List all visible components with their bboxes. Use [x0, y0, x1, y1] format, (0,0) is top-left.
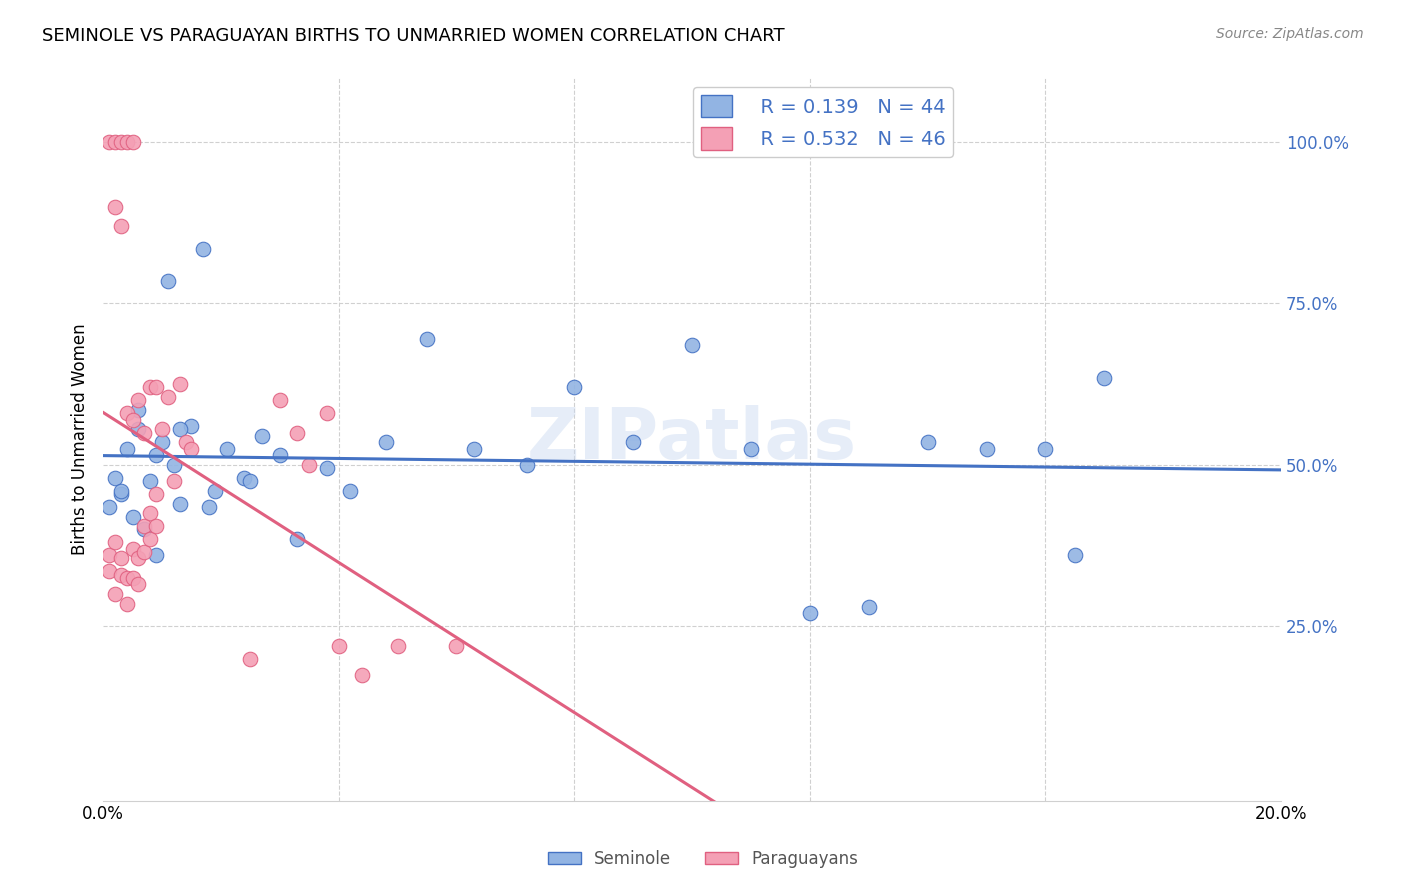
Point [127, 403, 149, 417]
Point [328, 639, 350, 653]
Point [169, 497, 191, 511]
Point [339, 483, 361, 498]
Legend: Seminole, Paraguayans: Seminole, Paraguayans [541, 844, 865, 875]
Point [169, 422, 191, 436]
Point [150, 435, 173, 450]
Point [239, 651, 262, 665]
Point [115, 597, 138, 611]
Point [127, 551, 149, 566]
Point [121, 135, 143, 149]
Point [145, 448, 167, 462]
Point [621, 435, 644, 450]
Point [681, 338, 703, 352]
Point [115, 442, 138, 456]
Point [110, 483, 132, 498]
Point [110, 567, 132, 582]
Point [156, 390, 179, 404]
Point [1092, 370, 1115, 384]
Point [156, 274, 179, 288]
Point [976, 442, 998, 456]
Point [121, 541, 143, 556]
Point [416, 332, 439, 346]
Point [163, 474, 186, 488]
Point [110, 219, 132, 233]
Text: ZIPatlas: ZIPatlas [527, 405, 858, 474]
Legend:   R = 0.139   N = 44,   R = 0.532   N = 46: R = 0.139 N = 44, R = 0.532 N = 46 [693, 87, 953, 157]
Text: Source: ZipAtlas.com: Source: ZipAtlas.com [1216, 27, 1364, 41]
Point [269, 393, 291, 408]
Point [104, 135, 127, 149]
Point [139, 532, 162, 546]
Point [139, 474, 162, 488]
Point [104, 587, 127, 601]
Point [204, 483, 226, 498]
Point [163, 458, 186, 472]
Point [233, 471, 256, 485]
Point [115, 406, 138, 420]
Point [387, 639, 409, 653]
Point [374, 435, 396, 450]
Point [1035, 442, 1057, 456]
Point [121, 571, 143, 585]
Point [134, 519, 156, 533]
Point [110, 135, 132, 149]
Point [169, 377, 191, 392]
Point [516, 458, 538, 472]
Point [352, 667, 374, 681]
Point [239, 474, 262, 488]
Point [1063, 548, 1085, 562]
Point [198, 500, 221, 514]
Point [215, 442, 238, 456]
Point [134, 523, 156, 537]
Point [145, 548, 167, 562]
Point [104, 535, 127, 549]
Point [193, 242, 215, 256]
Point [858, 599, 880, 614]
Y-axis label: Births to Unmarried Women: Births to Unmarried Women [72, 323, 89, 555]
Point [463, 442, 485, 456]
Point [104, 200, 127, 214]
Point [127, 422, 149, 436]
Point [145, 519, 167, 533]
Point [139, 380, 162, 394]
Point [150, 422, 173, 436]
Point [316, 461, 339, 475]
Point [799, 607, 821, 621]
Point [104, 471, 127, 485]
Point [115, 571, 138, 585]
Point [98, 548, 121, 562]
Point [145, 380, 167, 394]
Point [98, 565, 121, 579]
Point [180, 419, 202, 434]
Point [250, 429, 273, 443]
Point [269, 448, 291, 462]
Point [446, 639, 468, 653]
Point [110, 487, 132, 501]
Point [316, 406, 339, 420]
Point [145, 487, 167, 501]
Point [287, 532, 309, 546]
Point [115, 135, 138, 149]
Point [562, 380, 585, 394]
Point [180, 442, 202, 456]
Point [98, 500, 121, 514]
Point [134, 545, 156, 559]
Point [98, 135, 121, 149]
Point [134, 425, 156, 440]
Text: SEMINOLE VS PARAGUAYAN BIRTHS TO UNMARRIED WOMEN CORRELATION CHART: SEMINOLE VS PARAGUAYAN BIRTHS TO UNMARRI… [42, 27, 785, 45]
Point [127, 577, 149, 591]
Point [110, 551, 132, 566]
Point [287, 425, 309, 440]
Point [174, 435, 197, 450]
Point [127, 393, 149, 408]
Point [298, 458, 321, 472]
Point [917, 435, 939, 450]
Point [121, 509, 143, 524]
Point [139, 506, 162, 520]
Point [121, 412, 143, 426]
Point [740, 442, 762, 456]
